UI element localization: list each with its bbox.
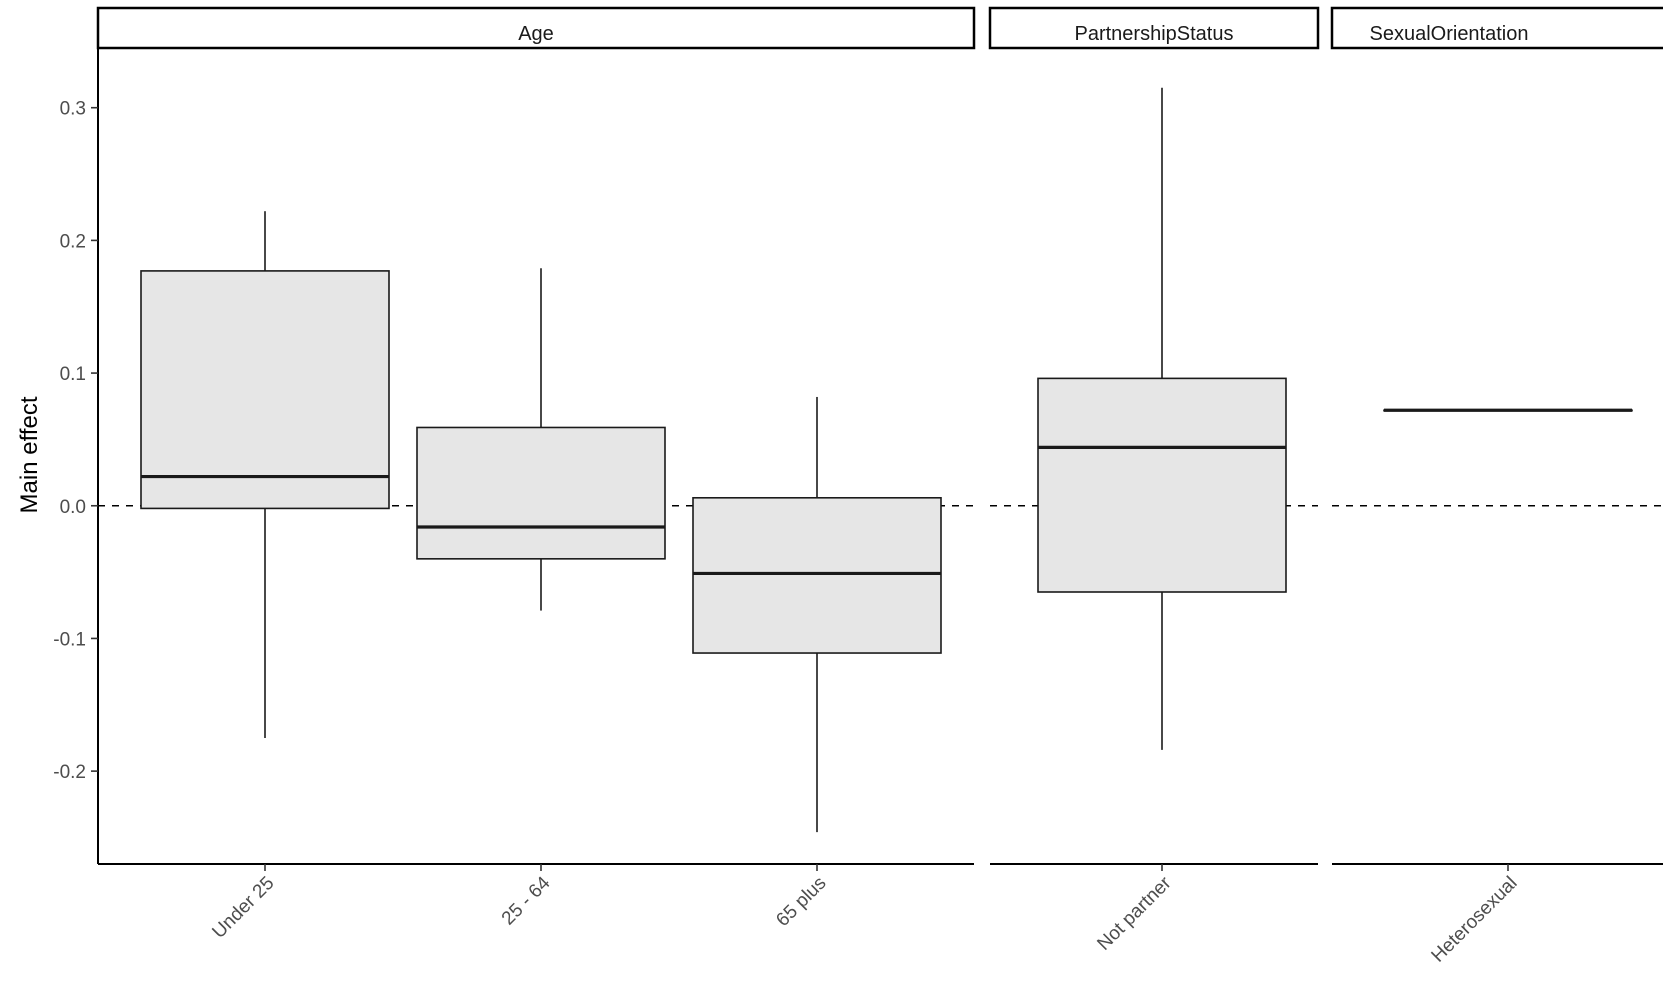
x-tick-label: Under 25 [208,873,278,943]
y-tick-label: -0.2 [53,762,86,783]
panel-sexualorientation: SexualOrientation Heterosexual [1330,6,1663,967]
x-tick-label: 65 plus [772,873,830,931]
panel-partnershipstatus: PartnershipStatus Not partner [988,6,1320,955]
box-not-partner [1037,87,1287,750]
box-25-64 [416,268,666,611]
iqr-box [1037,377,1287,593]
box-65-plus [692,396,942,833]
x-tick-label: Not partner [1093,872,1176,955]
facet-panels: 0.3 0.2 0.1 0.0 -0.1 -0.2 Age Under 25 25 - 64 65… [53,6,1663,967]
x-tick-label: 25 - 64 [498,872,555,929]
x-tick-label: Heterosexual [1428,873,1522,967]
box-heterosexual [1383,408,1633,412]
iqr-box [416,426,666,560]
facet-strip-label: Age [518,23,554,45]
box-under-25 [140,211,390,738]
facet-strip [988,6,1320,50]
y-tick-label: 0.1 [60,364,86,385]
y-axis-title: Main effect [16,396,43,513]
facet-strip-label: PartnershipStatus [1075,23,1234,45]
iqr-box [140,270,390,510]
y-tick-label: 0.3 [60,99,86,120]
y-tick-label: 0.2 [60,231,86,252]
facet-strip [96,6,976,50]
y-tick-label: 0.0 [60,497,86,518]
iqr-box [692,496,942,654]
panel-age: Age Under 25 25 - 64 65 plus [96,6,976,943]
facet-strip-label: SexualOrientation [1370,23,1529,45]
y-tick-label: -0.1 [53,629,86,650]
facet-strip [1330,6,1663,50]
